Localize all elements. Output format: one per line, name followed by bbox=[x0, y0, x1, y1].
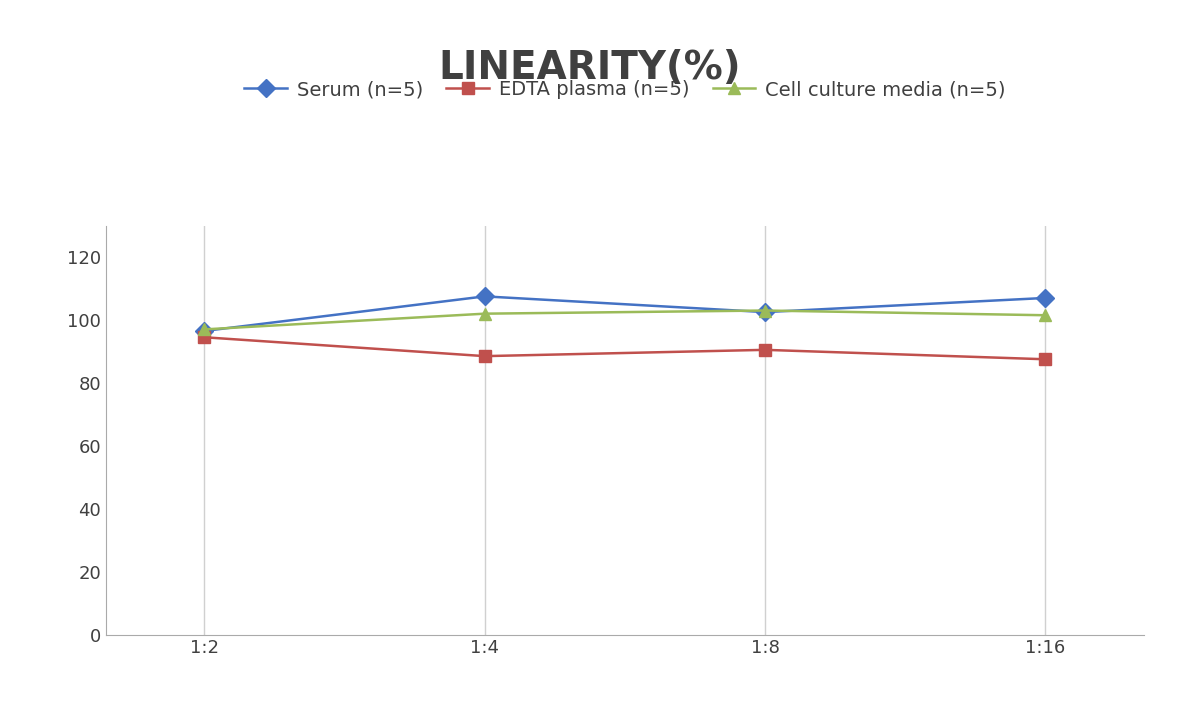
Line: EDTA plasma (n=5): EDTA plasma (n=5) bbox=[198, 331, 1052, 365]
EDTA plasma (n=5) bbox=[477, 352, 492, 360]
Cell culture media (n=5) bbox=[758, 306, 772, 314]
EDTA plasma (n=5) bbox=[1039, 355, 1053, 364]
Cell culture media (n=5) bbox=[477, 309, 492, 318]
Serum (n=5) bbox=[758, 308, 772, 317]
Line: Serum (n=5): Serum (n=5) bbox=[198, 290, 1052, 337]
EDTA plasma (n=5) bbox=[758, 345, 772, 354]
Serum (n=5) bbox=[477, 292, 492, 300]
Cell culture media (n=5) bbox=[197, 325, 211, 333]
Serum (n=5) bbox=[197, 326, 211, 335]
Cell culture media (n=5) bbox=[1039, 311, 1053, 319]
Legend: Serum (n=5), EDTA plasma (n=5), Cell culture media (n=5): Serum (n=5), EDTA plasma (n=5), Cell cul… bbox=[244, 80, 1006, 99]
Serum (n=5) bbox=[1039, 294, 1053, 302]
EDTA plasma (n=5) bbox=[197, 333, 211, 341]
Line: Cell culture media (n=5): Cell culture media (n=5) bbox=[198, 305, 1052, 336]
Text: LINEARITY(%): LINEARITY(%) bbox=[439, 49, 740, 87]
